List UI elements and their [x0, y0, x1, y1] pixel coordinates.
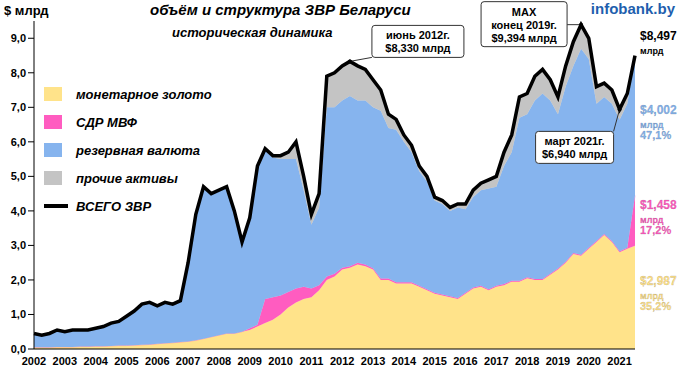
svg-text:2017: 2017: [484, 355, 508, 367]
svg-text:2006: 2006: [145, 355, 169, 367]
svg-text:9,0: 9,0: [11, 32, 26, 44]
svg-text:35,2%: 35,2%: [640, 300, 671, 312]
svg-text:2012: 2012: [330, 355, 354, 367]
html-text:монетарное золото: монетарное золото: [76, 86, 212, 102]
svg-text:март 2021г.: март 2021г.: [545, 135, 605, 147]
html-text:infobank.by: infobank.by: [590, 0, 675, 17]
svg-text:млрд: млрд: [640, 46, 664, 56]
svg-text:2016: 2016: [453, 355, 477, 367]
svg-text:2002: 2002: [22, 355, 46, 367]
html-text:объём и структура ЗВР Беларуси: объём и структура ЗВР Беларуси: [150, 1, 411, 18]
svg-text:млрд: млрд: [640, 214, 664, 225]
html-text:историческая динамика: историческая динамика: [172, 25, 333, 40]
svg-text:2007: 2007: [176, 355, 200, 367]
svg-text:$8,330 млрд: $8,330 млрд: [385, 42, 450, 54]
svg-text:7,0: 7,0: [11, 101, 26, 113]
svg-text:17,2%: 17,2%: [640, 224, 671, 236]
svg-text:млрд: млрд: [640, 120, 664, 131]
svg-text:47,1%: 47,1%: [640, 129, 671, 141]
svg-text:2011: 2011: [299, 355, 323, 367]
svg-text:июнь 2012г.: июнь 2012г.: [386, 29, 450, 41]
svg-text:1,0: 1,0: [11, 308, 26, 320]
svg-text:2014: 2014: [392, 355, 417, 367]
svg-text:$1,458: $1,458: [640, 198, 673, 212]
svg-text:$9,394 млрд: $9,394 млрд: [491, 32, 556, 44]
svg-text:2004: 2004: [83, 355, 108, 367]
svg-text:0,0: 0,0: [11, 343, 26, 355]
svg-text:2005: 2005: [114, 355, 138, 367]
svg-text:2009: 2009: [238, 355, 262, 367]
svg-text:2020: 2020: [577, 355, 601, 367]
svg-text:2,0: 2,0: [11, 274, 26, 286]
html-text:резервная валюта: резервная валюта: [76, 142, 200, 158]
svg-text:5,0: 5,0: [11, 170, 26, 182]
svg-text:млрд: млрд: [640, 291, 664, 302]
svg-text:$2,987: $2,987: [640, 274, 673, 288]
svg-text:8,0: 8,0: [11, 67, 26, 79]
svg-text:$4,002: $4,002: [640, 103, 673, 117]
html-text:СДР МВФ: СДР МВФ: [76, 114, 137, 130]
svg-text:2015: 2015: [422, 355, 446, 367]
svg-text:3,0: 3,0: [11, 239, 26, 251]
svg-text:конец 2019г.: конец 2019г.: [491, 19, 557, 31]
html-text:прочие активы: прочие активы: [76, 170, 178, 186]
svg-text:2008: 2008: [207, 355, 231, 367]
svg-text:2013: 2013: [361, 355, 385, 367]
svg-text:2010: 2010: [268, 355, 292, 367]
svg-text:2018: 2018: [515, 355, 539, 367]
svg-text:MAX: MAX: [512, 6, 537, 18]
svg-text:2003: 2003: [53, 355, 77, 367]
svg-text:2019: 2019: [546, 355, 570, 367]
svg-text:6,0: 6,0: [11, 136, 26, 148]
html-text:$ млрд: $ млрд: [4, 3, 49, 18]
svg-text:4,0: 4,0: [11, 205, 26, 217]
svg-text:2021: 2021: [607, 355, 631, 367]
svg-text:$6,940 млрд: $6,940 млрд: [542, 148, 607, 160]
html-text:ВСЕГО ЗВР: ВСЕГО ЗВР: [76, 198, 152, 214]
svg-text:$8,497: $8,497: [640, 29, 673, 43]
